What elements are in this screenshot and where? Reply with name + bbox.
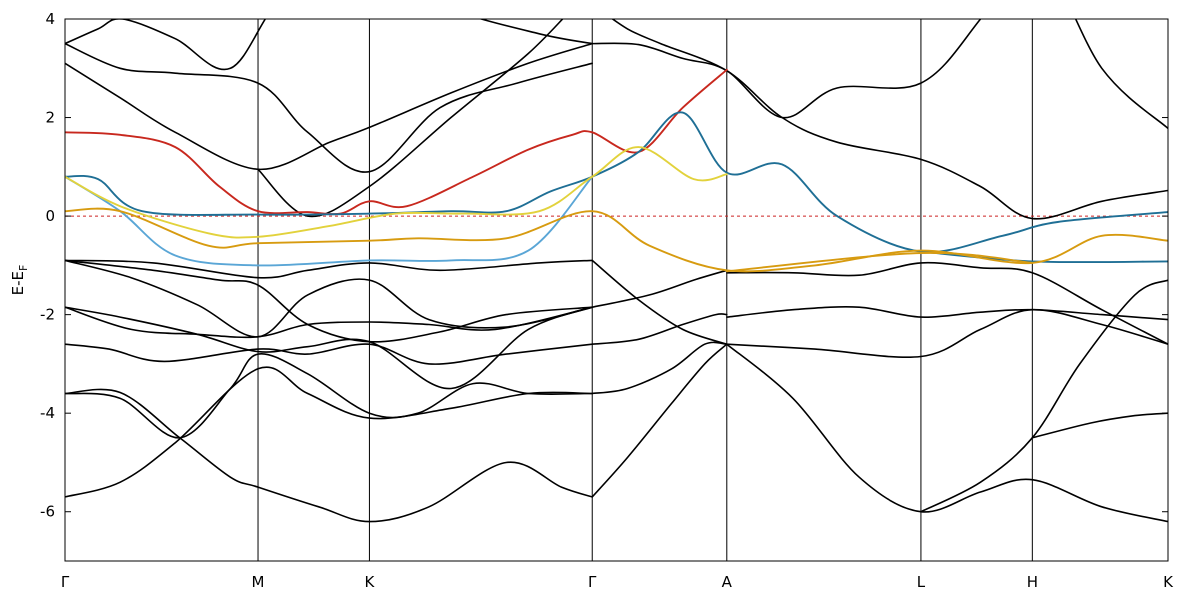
band-line-black [65, 19, 593, 71]
band-line-black [611, 19, 1168, 220]
band-line-black [591, 19, 1168, 130]
y-tick-label: -2 [40, 306, 55, 324]
band-line-black [65, 259, 593, 338]
plot-area [65, 19, 1168, 561]
y-axis-label-main: E-E [9, 271, 27, 295]
band-line-black [65, 388, 593, 523]
x-tick-label: M [252, 573, 265, 591]
band-line-dark-blue [65, 111, 1168, 254]
band-line-light-blue [65, 175, 594, 267]
band-line-dark-blue [919, 250, 1168, 264]
x-tick-label: Γ [588, 573, 597, 591]
band-line-black [726, 343, 1168, 523]
band-line-black [591, 343, 728, 498]
y-axis-label-subscript: F [17, 265, 30, 271]
x-tick-label: A [722, 573, 733, 591]
x-tick-label: L [917, 573, 926, 591]
y-tick-label: -4 [40, 404, 55, 422]
band-line-black [591, 313, 728, 345]
y-axis: 4 2 0 -2 -4 -6 [40, 10, 1168, 521]
band-line-gold [65, 207, 1168, 273]
band-line-black [591, 259, 728, 345]
x-tick-label: Γ [61, 573, 70, 591]
plot-frame [64, 18, 1169, 562]
x-tick-label: K [365, 573, 376, 591]
band-line-black [257, 19, 564, 218]
band-line-gold [725, 251, 1034, 273]
band-line-black [65, 306, 593, 390]
y-tick-label: -6 [40, 503, 55, 521]
bands [65, 19, 1168, 523]
band-line-black [920, 279, 1168, 513]
band-line-black [65, 42, 593, 173]
y-tick-label: 2 [45, 109, 55, 127]
y-axis-label: E-EF [9, 265, 30, 296]
band-line-red [65, 68, 728, 216]
band-line-black [65, 353, 593, 439]
y-tick-label: 0 [45, 207, 55, 225]
band-line-black [65, 259, 593, 279]
band-line-black [1031, 412, 1168, 439]
band-line-black [726, 306, 1168, 321]
band-line-black [726, 261, 1168, 345]
band-line-black [65, 343, 593, 365]
band-line-black [726, 308, 1168, 359]
band-line-yellow [65, 146, 728, 239]
y-tick-label: 4 [45, 10, 55, 28]
band-line-black [591, 269, 728, 308]
band-line-black [65, 259, 593, 343]
x-tick-label: H [1027, 573, 1038, 591]
band-line-black [65, 366, 593, 498]
band-line-black [591, 341, 728, 395]
x-tick-label: K [1163, 573, 1174, 591]
